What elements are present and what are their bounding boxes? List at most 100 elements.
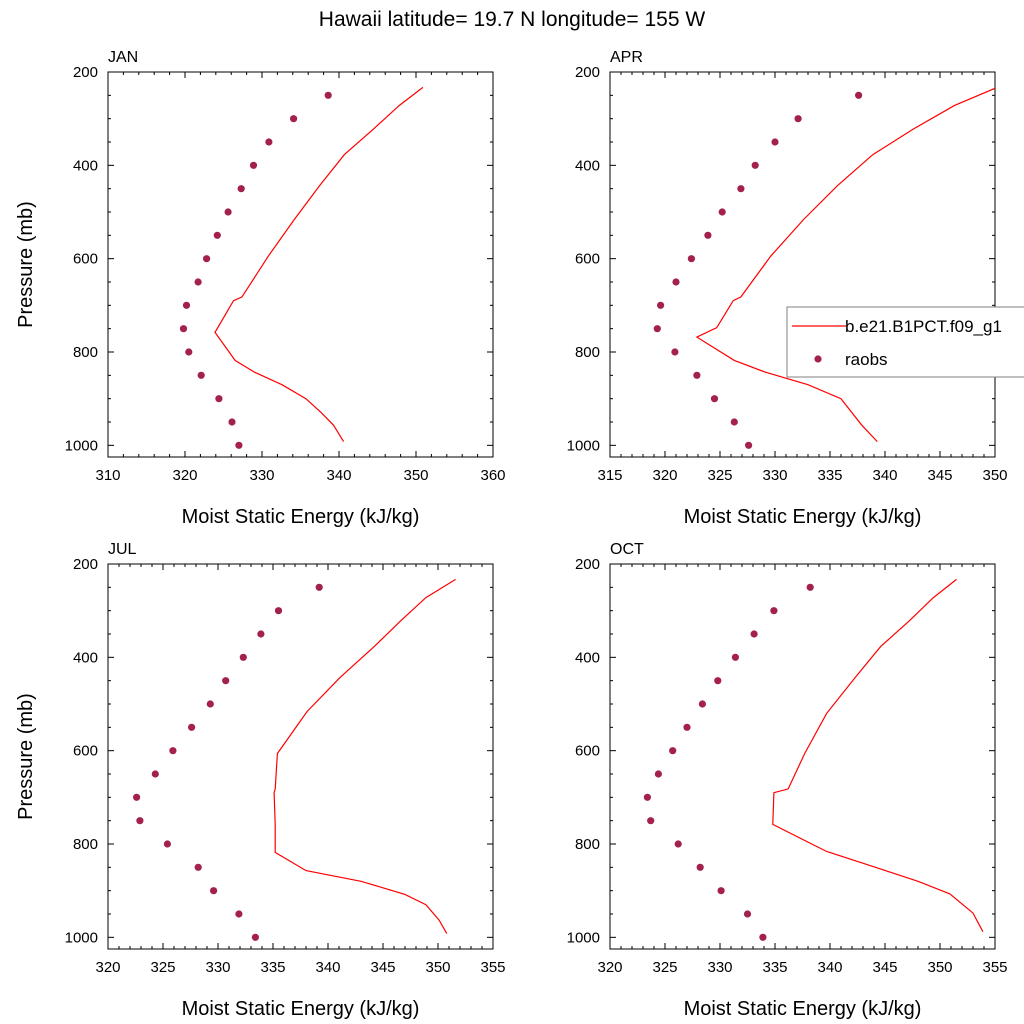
raobs-point	[224, 208, 232, 216]
panel-oct: 320 325 330 335 340 345 350 355 200 400 600 800 1000…	[567, 541, 1008, 1020]
raobs-point	[751, 161, 759, 169]
raobs-point	[213, 231, 221, 239]
panel-jul: 320 325 330 335 340 345 350 355 200 400 600 800 1000…	[15, 541, 506, 1020]
legend-model-label: b.e21.B1PCT.f09_g1	[845, 317, 1002, 336]
raobs-point	[770, 607, 778, 615]
raobs-point	[743, 910, 752, 918]
y-tick-label: 200	[575, 556, 600, 573]
raobs-point	[169, 747, 177, 755]
raobs-point	[197, 371, 205, 379]
plot-area	[179, 86, 424, 449]
x-tick-label: 330	[205, 959, 230, 976]
plot-area	[643, 578, 984, 941]
x-tick-label: 345	[927, 467, 952, 484]
raobs-point	[237, 185, 245, 193]
x-tick-label: 340	[315, 959, 340, 976]
y-axis-label: Pressure (mb)	[15, 201, 37, 328]
raobs-point	[324, 91, 332, 99]
legend: b.e21.B1PCT.f09_g1 raobs	[786, 306, 1024, 378]
y-tick-label: 400	[575, 157, 600, 174]
raobs-point	[235, 910, 243, 918]
x-tick-label: 330	[249, 467, 274, 484]
raobs-point	[687, 255, 696, 263]
panel-title: JUL	[108, 541, 137, 558]
y-tick-label: 600	[575, 743, 600, 760]
y-tick-label: 1000	[65, 437, 98, 454]
x-axis-label: Moist Static Energy (kJ/kg)	[684, 506, 922, 528]
raobs-point	[855, 91, 863, 99]
model-line	[273, 578, 456, 934]
raobs-point	[251, 933, 259, 941]
x-tick-label: 350	[403, 467, 428, 484]
x-tick-label: 320	[172, 467, 197, 484]
x-tick-label: 325	[150, 959, 175, 976]
x-tick-label: 350	[927, 959, 952, 976]
y-tick-label: 800	[575, 344, 600, 361]
x-tick-label: 310	[95, 467, 120, 484]
raobs-point	[696, 863, 704, 871]
raobs-point	[265, 138, 273, 146]
plot-frame	[107, 71, 494, 458]
panels: 310 320 330 340 350 360 200 400 600 800 1000 JAN Moi…	[15, 49, 1008, 1020]
x-tick-label: 325	[652, 959, 677, 976]
x-tick-label: 345	[370, 959, 395, 976]
raobs-point	[163, 840, 171, 848]
plot-frame	[609, 563, 996, 950]
x-tick-label: 335	[817, 467, 842, 484]
raobs-point	[222, 677, 230, 685]
raobs-point	[194, 863, 202, 871]
raobs-point	[718, 208, 726, 216]
y-tick-label: 400	[73, 157, 98, 174]
raobs-point	[653, 325, 661, 333]
raobs-point	[179, 325, 188, 333]
raobs-point	[215, 395, 223, 403]
x-tick-label: 355	[982, 959, 1007, 976]
x-tick-label: 320	[597, 959, 622, 976]
raobs-point	[759, 933, 767, 941]
raobs-point	[737, 185, 745, 193]
x-tick-label: 325	[707, 467, 732, 484]
raobs-point	[771, 138, 779, 146]
x-tick-label: 345	[872, 959, 897, 976]
raobs-point	[672, 278, 680, 286]
y-tick-label: 1000	[567, 929, 600, 946]
y-axis-label: Pressure (mb)	[15, 693, 37, 820]
panel-title: APR	[610, 49, 643, 66]
x-tick-label: 350	[982, 467, 1007, 484]
raobs-point	[151, 770, 159, 778]
raobs-point	[257, 630, 265, 638]
raobs-point	[674, 840, 682, 848]
x-tick-label: 335	[260, 959, 285, 976]
x-tick-label: 315	[597, 467, 622, 484]
raobs-point	[136, 817, 144, 825]
raobs-point	[806, 583, 814, 591]
raobs-point	[669, 747, 677, 755]
y-tick-label: 1000	[65, 929, 98, 946]
raobs-point	[206, 700, 214, 708]
y-tick-label: 800	[73, 836, 98, 853]
x-tick-label: 320	[652, 467, 677, 484]
legend-obs-label: raobs	[845, 350, 888, 369]
y-tick-label: 200	[73, 556, 98, 573]
raobs-point	[274, 607, 283, 615]
raobs-point	[203, 255, 211, 263]
y-tick-label: 200	[575, 64, 600, 81]
y-tick-label: 200	[73, 64, 98, 81]
raobs-point	[647, 817, 655, 825]
panel-jan: 310 320 330 340 350 360 200 400 600 800 1000 JAN Moi…	[15, 49, 506, 528]
raobs-point	[671, 348, 679, 356]
raobs-point	[315, 583, 323, 591]
x-tick-label: 340	[872, 467, 897, 484]
plot-frame	[609, 71, 996, 458]
raobs-point	[714, 677, 722, 685]
raobs-point	[194, 278, 202, 286]
raobs-point	[683, 723, 691, 731]
raobs-point	[657, 301, 665, 309]
raobs-point	[235, 441, 243, 449]
x-axis-label: Moist Static Energy (kJ/kg)	[182, 998, 420, 1020]
raobs-point	[717, 887, 725, 895]
legend-box	[786, 306, 1024, 378]
figure-title: Hawaii latitude= 19.7 N longitude= 155 W	[319, 8, 706, 31]
y-tick-label: 1000	[567, 437, 600, 454]
x-tick-label: 360	[480, 467, 505, 484]
